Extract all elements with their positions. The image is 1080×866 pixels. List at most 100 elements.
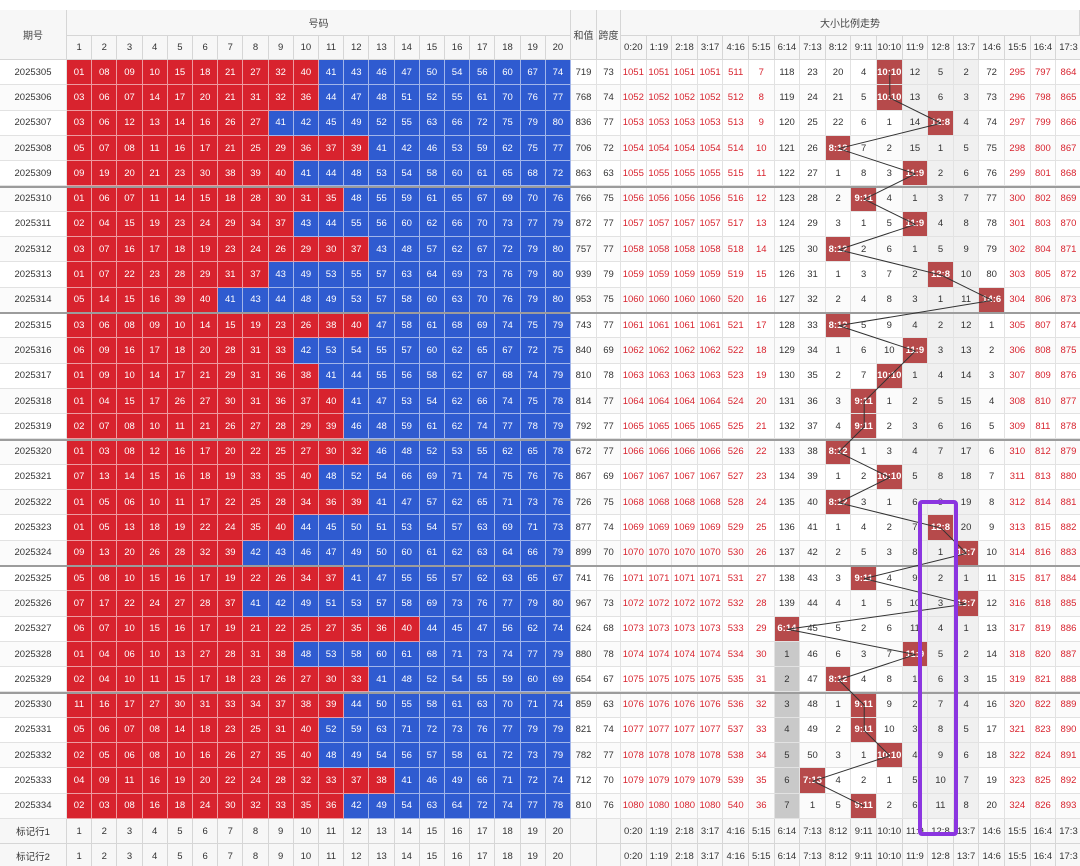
trend-miss-cell: 1073: [697, 616, 724, 642]
trend-miss-cell: 1061: [672, 313, 698, 339]
number-ball: 23: [167, 211, 193, 238]
trend-miss-cell: 322: [1005, 743, 1031, 769]
trend-miss-cell: 1067: [672, 464, 698, 491]
span-cell: 74: [597, 85, 621, 111]
number-ball: 29: [193, 262, 219, 288]
trend-miss-cell: 1059: [646, 262, 673, 288]
number-ball: 03: [92, 439, 118, 465]
footer-ratio-col: 15:5: [1005, 844, 1031, 866]
number-ball: 15: [167, 667, 193, 693]
sum-cell: 743: [571, 313, 597, 339]
trend-miss-cell: 3: [902, 287, 929, 313]
trend-miss-cell: 1064: [646, 388, 673, 415]
number-ball: 77: [520, 641, 546, 668]
number-ball: 63: [470, 692, 496, 718]
number-ball: 76: [470, 591, 496, 617]
trend-miss-cell: 3: [979, 363, 1005, 389]
footer-ratio-col: 5:15: [749, 819, 775, 844]
trend-miss-cell: 5: [902, 464, 929, 491]
sum-cell: 766: [571, 186, 597, 212]
trend-miss-cell: 133: [774, 439, 801, 465]
number-ball: 24: [243, 768, 269, 794]
trend-miss-cell: 1072: [697, 591, 724, 617]
number-ball: 48: [344, 161, 370, 187]
footer-span-blank: [597, 819, 621, 844]
trend-miss-cell: 1073: [621, 616, 647, 642]
footer-span-blank: [597, 844, 621, 866]
trend-miss-cell: 526: [723, 439, 749, 465]
period-cell: 2025324: [0, 540, 67, 566]
number-ball: 80: [545, 262, 571, 288]
header-ratio-col: 6:14: [774, 36, 801, 60]
number-ball: 79: [520, 110, 546, 136]
trend-miss-cell: 18: [953, 464, 980, 491]
trend-miss-cell: 517: [723, 211, 749, 238]
trend-miss-cell: 3: [928, 186, 954, 212]
number-ball: 16: [142, 793, 168, 819]
number-ball: 29: [268, 135, 294, 162]
number-ball: 18: [193, 464, 219, 491]
trend-miss-cell: 880: [1056, 465, 1080, 491]
trend-miss-cell: 120: [774, 110, 801, 136]
trend-miss-cell: 1: [774, 641, 801, 668]
number-ball: 63: [369, 717, 395, 744]
trend-miss-cell: 6: [774, 768, 801, 794]
span-cell: 73: [597, 60, 621, 86]
number-ball: 06: [92, 313, 118, 339]
number-ball: 79: [520, 591, 546, 617]
header-number-col: 15: [419, 36, 445, 60]
trend-miss-cell: 28: [800, 186, 826, 212]
trend-miss-cell: 5: [877, 211, 903, 238]
number-ball: 03: [92, 793, 118, 819]
trend-miss-cell: 1076: [646, 692, 673, 718]
trend-miss-cell: 515: [723, 161, 749, 187]
trend-miss-cell: 33: [800, 313, 826, 339]
header-number-col: 17: [470, 36, 496, 60]
number-ball: 80: [545, 237, 571, 263]
footer-number-col: 16: [445, 819, 471, 844]
trend-miss-cell: 1056: [672, 186, 698, 212]
number-ball: 54: [445, 667, 471, 693]
header-number-col: 4: [142, 36, 168, 60]
number-ball: 28: [167, 540, 193, 566]
number-ball: 66: [520, 540, 546, 566]
number-ball: 41: [369, 135, 395, 162]
trend-miss-cell: 1079: [646, 768, 673, 794]
footer-number-col: 8: [243, 844, 269, 866]
trend-miss-cell: 1066: [646, 439, 673, 465]
trend-miss-cell: 1070: [621, 540, 647, 566]
number-ball: 42: [268, 591, 294, 617]
number-ball: 44: [344, 692, 370, 718]
number-ball: 27: [193, 388, 219, 415]
number-ball: 76: [470, 717, 496, 744]
number-ball: 69: [419, 591, 445, 617]
trend-miss-cell: 1061: [697, 313, 724, 339]
trend-miss-cell: 1080: [646, 793, 673, 819]
number-ball: 60: [394, 211, 420, 238]
trend-miss-cell: 1062: [621, 338, 647, 364]
trend-miss-cell: 4: [851, 515, 877, 541]
number-ball: 52: [419, 85, 445, 111]
number-ball: 18: [193, 717, 219, 744]
number-ball: 21: [218, 60, 244, 86]
header-number-col: 1: [67, 36, 93, 60]
number-ball: 41: [268, 110, 294, 136]
trend-miss-cell: 1062: [697, 338, 724, 364]
number-ball: 25: [293, 616, 319, 642]
trend-miss-cell: 7: [774, 793, 801, 819]
trend-miss-cell: 4: [902, 439, 929, 465]
footer-number-col: 3: [117, 819, 143, 844]
trend-miss-cell: 3: [825, 388, 852, 415]
trend-miss-cell: 9: [979, 515, 1005, 541]
trend-miss-cell: 1075: [672, 667, 698, 693]
trend-miss-cell: 6: [979, 439, 1005, 465]
number-ball: 56: [495, 616, 521, 642]
trend-miss-cell: 826: [1030, 793, 1057, 819]
trend-miss-cell: 17: [979, 717, 1005, 744]
trend-miss-cell: 3: [877, 540, 903, 566]
trend-miss-cell: 1: [851, 211, 877, 238]
number-ball: 64: [419, 262, 445, 288]
trend-miss-cell: 27: [800, 161, 826, 187]
number-ball: 30: [218, 793, 244, 819]
period-cell: 2025317: [0, 363, 67, 389]
